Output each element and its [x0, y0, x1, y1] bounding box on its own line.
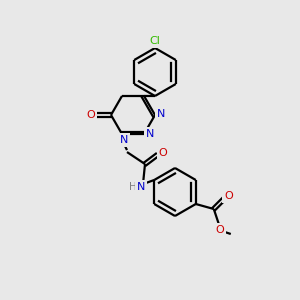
Text: N: N — [137, 182, 145, 192]
Text: N: N — [157, 109, 165, 119]
Text: O: O — [159, 148, 167, 158]
Text: O: O — [87, 110, 95, 120]
Text: O: O — [224, 191, 233, 201]
Text: Cl: Cl — [150, 36, 160, 46]
Text: N: N — [120, 135, 128, 145]
Text: N: N — [146, 129, 154, 139]
Text: H: H — [129, 182, 137, 192]
Text: O: O — [215, 225, 224, 235]
